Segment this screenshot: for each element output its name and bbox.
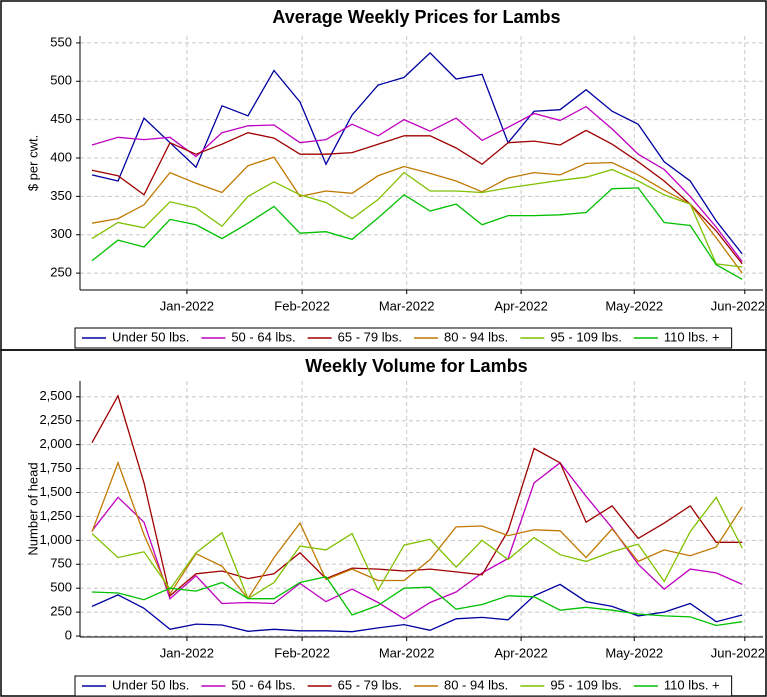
series-line — [91, 583, 743, 633]
x-tick-label: Mar-2022 — [379, 298, 435, 313]
chart-title: Weekly Volume for Lambs — [305, 356, 527, 376]
series-line — [91, 460, 743, 600]
x-tick-label: Jan-2022 — [160, 298, 214, 313]
y-tick-label: 450 — [50, 111, 72, 126]
x-tick-label: Feb-2022 — [274, 298, 330, 313]
legend-label: 50 - 64 lbs. — [231, 329, 295, 344]
legend-box — [74, 327, 733, 349]
y-tick-label: 550 — [50, 34, 72, 49]
x-tick-label: Jun-2022 — [711, 298, 765, 313]
series-line — [91, 129, 743, 265]
y-tick-label: 0 — [65, 627, 72, 642]
legend-label: 95 - 109 lbs. — [550, 329, 622, 344]
x-tick-label: May-2022 — [605, 645, 663, 660]
y-tick-label: 1,750 — [39, 460, 72, 475]
y-tick-label: 2,000 — [39, 436, 72, 451]
y-tick-label: 300 — [50, 226, 72, 241]
legend: Under 50 lbs. 50 - 64 lbs. 65 - 79 lbs. 80 … — [74, 327, 733, 349]
x-tick-label: Jun-2022 — [711, 645, 765, 660]
series-line — [91, 168, 743, 268]
y-tick-label: 500 — [50, 580, 72, 595]
legend-label: Under 50 lbs. — [112, 677, 189, 692]
legend-label: 80 - 94 lbs. — [444, 677, 508, 692]
y-tick-label: 400 — [50, 149, 72, 164]
x-tick-label: Apr-2022 — [494, 298, 547, 313]
legend-label: 65 - 79 lbs. — [338, 329, 402, 344]
y-tick-label: 750 — [50, 556, 72, 571]
series-line — [91, 575, 743, 627]
y-tick-label: 1,000 — [39, 532, 72, 547]
legend-label: Under 50 lbs. — [112, 329, 189, 344]
legend-label: 50 - 64 lbs. — [231, 677, 295, 692]
legend: Under 50 lbs. 50 - 64 lbs. 65 - 79 lbs. 80 … — [74, 675, 733, 697]
legend-label: 110 lbs. + — [664, 329, 720, 344]
y-tick-label: 1,250 — [39, 508, 72, 523]
series-line — [91, 394, 743, 597]
x-tick-label: Jan-2022 — [160, 645, 214, 660]
y-tick-label: 2,500 — [39, 388, 72, 403]
y-axis-label: Number of head — [25, 462, 40, 555]
series-line — [91, 461, 743, 620]
chart-title: Average Weekly Prices for Lambs — [272, 7, 560, 27]
y-tick-label: 2,250 — [39, 412, 72, 427]
series-line — [91, 187, 743, 280]
panel-frame — [0, 349, 767, 697]
y-tick-label: 250 — [50, 604, 72, 619]
series-line — [91, 51, 743, 255]
series-line — [91, 156, 743, 274]
series-line — [91, 496, 743, 600]
legend-label: 110 lbs. + — [664, 677, 720, 692]
x-tick-label: Apr-2022 — [494, 645, 547, 660]
y-tick-label: 250 — [50, 265, 72, 280]
y-tick-label: 500 — [50, 73, 72, 88]
y-tick-label: 1,500 — [39, 484, 72, 499]
legend-label: 65 - 79 lbs. — [338, 677, 402, 692]
legend-label: 95 - 109 lbs. — [550, 677, 622, 692]
y-axis-label: $ per cwt. — [25, 135, 40, 191]
legend-label: 80 - 94 lbs. — [444, 329, 508, 344]
legend-box — [74, 675, 733, 697]
x-tick-label: Mar-2022 — [379, 645, 435, 660]
x-tick-label: May-2022 — [605, 298, 663, 313]
x-tick-label: Feb-2022 — [274, 645, 330, 660]
y-tick-label: 350 — [50, 188, 72, 203]
